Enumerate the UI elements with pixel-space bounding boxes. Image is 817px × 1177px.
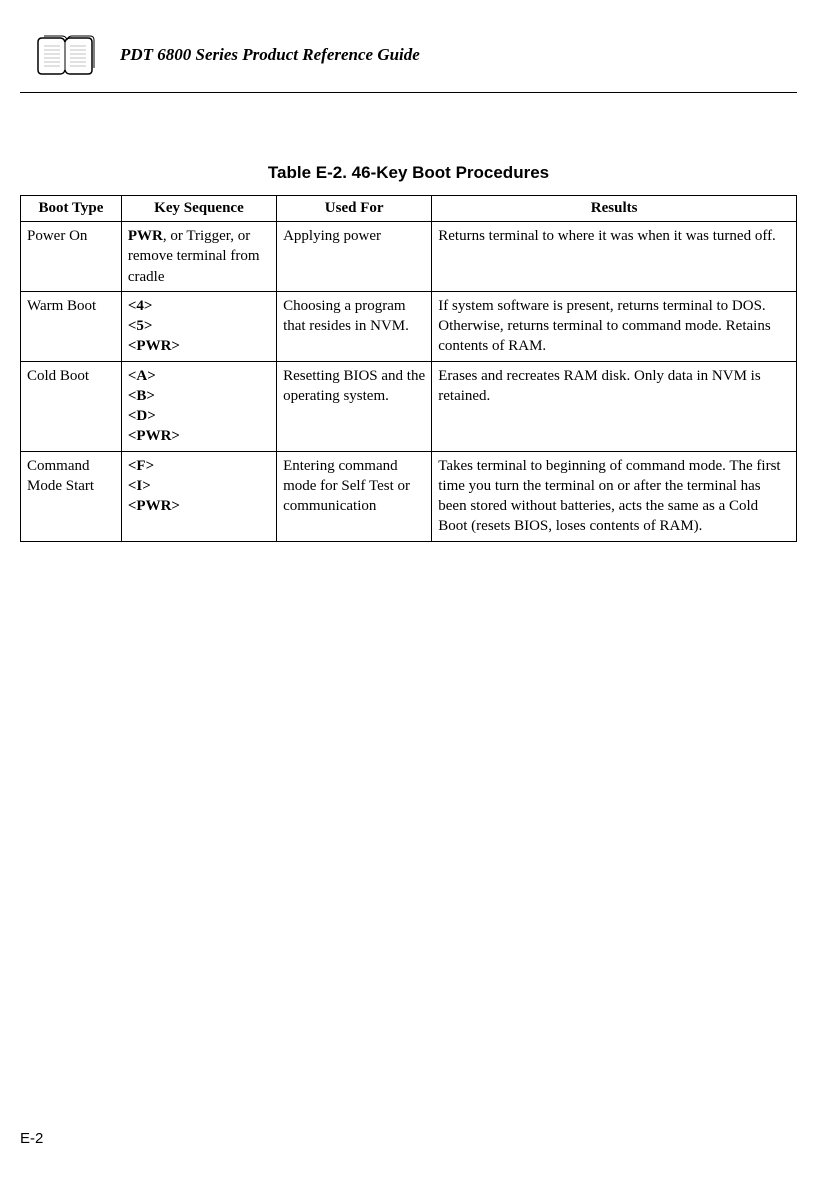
key-line: <F> [128, 456, 270, 476]
key-line: <PWR> [128, 496, 270, 516]
col-header-key-sequence: Key Sequence [121, 196, 276, 222]
table-row: Power On PWR, or Trigger, or remove term… [21, 222, 797, 292]
key-bold-text: PWR [128, 228, 163, 244]
key-line: <A> [128, 366, 270, 386]
cell-results: Erases and recreates RAM disk. Only data… [432, 361, 797, 451]
page-number: E-2 [20, 1130, 43, 1147]
header-title: PDT 6800 Series Product Reference Guide [120, 45, 420, 65]
key-line: <D> [128, 406, 270, 426]
key-line: <I> [128, 476, 270, 496]
cell-boot-type: Cold Boot [21, 361, 122, 451]
cell-used-for: Entering command mode for Self Test or c… [277, 451, 432, 541]
cell-results: Takes terminal to beginning of command m… [432, 451, 797, 541]
table-row: Command Mode Start <F> <I> <PWR> Enterin… [21, 451, 797, 541]
key-line: <5> [128, 316, 270, 336]
cell-key-sequence: <F> <I> <PWR> [121, 451, 276, 541]
cell-boot-type: Power On [21, 222, 122, 292]
key-line: <PWR> [128, 336, 270, 356]
book-icon [30, 30, 100, 80]
cell-boot-type: Command Mode Start [21, 451, 122, 541]
page-header: PDT 6800 Series Product Reference Guide [20, 30, 797, 93]
cell-key-sequence: <A> <B> <D> <PWR> [121, 361, 276, 451]
cell-used-for: Applying power [277, 222, 432, 292]
table-caption: Table E-2. 46-Key Boot Procedures [20, 163, 797, 183]
col-header-used-for: Used For [277, 196, 432, 222]
col-header-results: Results [432, 196, 797, 222]
cell-results: If system software is present, returns t… [432, 291, 797, 361]
table-row: Warm Boot <4> <5> <PWR> Choosing a progr… [21, 291, 797, 361]
cell-key-sequence: <4> <5> <PWR> [121, 291, 276, 361]
boot-procedures-table: Boot Type Key Sequence Used For Results … [20, 195, 797, 542]
table-row: Cold Boot <A> <B> <D> <PWR> Resetting BI… [21, 361, 797, 451]
cell-key-sequence: PWR, or Trigger, or remove terminal from… [121, 222, 276, 292]
table-header-row: Boot Type Key Sequence Used For Results [21, 196, 797, 222]
cell-results: Returns terminal to where it was when it… [432, 222, 797, 292]
key-line: <4> [128, 296, 270, 316]
col-header-boot-type: Boot Type [21, 196, 122, 222]
cell-boot-type: Warm Boot [21, 291, 122, 361]
cell-used-for: Choosing a program that resides in NVM. [277, 291, 432, 361]
key-line: <B> [128, 386, 270, 406]
key-line: <PWR> [128, 426, 270, 446]
cell-used-for: Resetting BIOS and the operating system. [277, 361, 432, 451]
